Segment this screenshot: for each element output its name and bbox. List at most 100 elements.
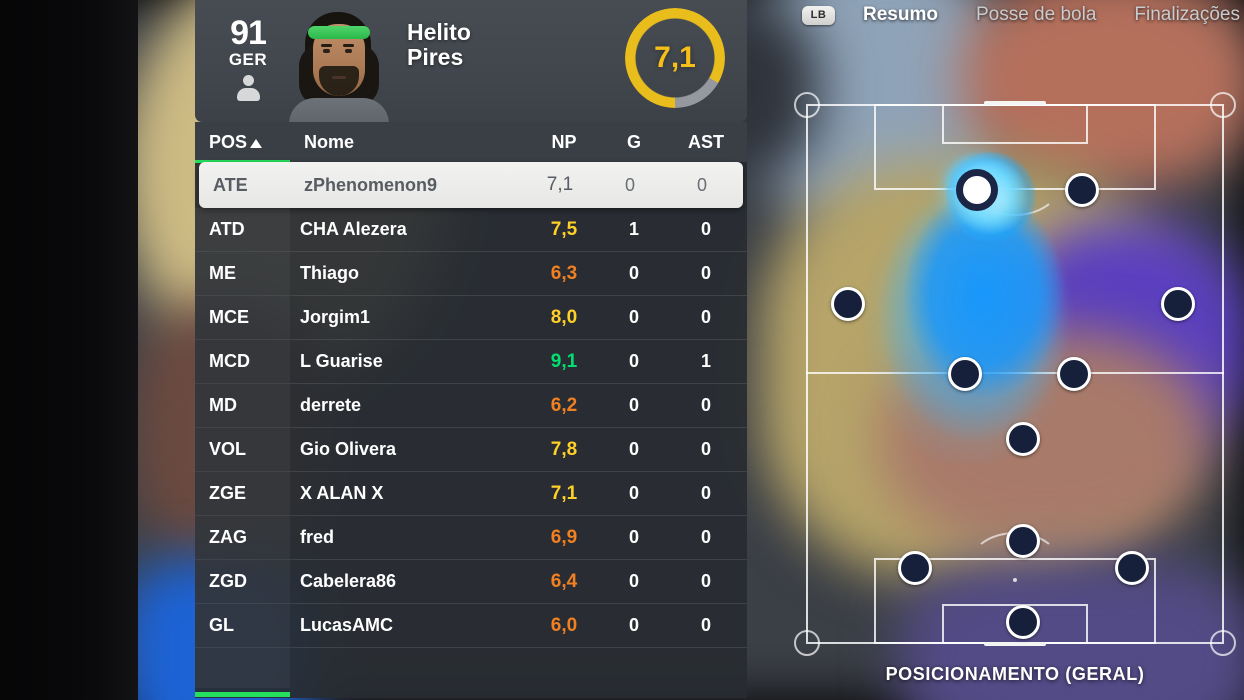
cell-name: Thiago: [300, 263, 359, 283]
cell-name: X ALAN X: [300, 483, 384, 503]
cell-pos: MD: [195, 384, 290, 427]
cell-pos: [195, 648, 290, 688]
cell-np: 7,5: [550, 218, 578, 240]
cell-np: 7,8: [550, 438, 578, 460]
cell-assists: 0: [700, 219, 711, 239]
column-header-ast[interactable]: AST: [688, 131, 724, 152]
cell-np: 6,4: [550, 570, 578, 592]
cell-goals: 0: [624, 174, 635, 195]
player-dot-vol[interactable]: [1006, 421, 1041, 456]
table-row[interactable]: ZGE X ALAN X 7,1 0 0: [195, 472, 747, 516]
player-table-body: ATE zPhenomenon9 7,1 0 0 ATD CHA Alezera 7,5 1 0 M…: [195, 162, 747, 692]
panel-accent-bar: [195, 692, 290, 697]
cell-pos: ZGD: [195, 560, 290, 603]
pitch-caption: POSICIONAMENTO (GERAL): [885, 664, 1145, 684]
cell-pos: MCD: [195, 340, 290, 383]
cell-assists: 0: [700, 307, 711, 327]
cell-np: 6,2: [550, 394, 578, 416]
table-row[interactable]: ATE zPhenomenon9 7,1 0 0: [199, 162, 743, 208]
goal-top: [984, 101, 1046, 105]
penalty-spot-bottom: [1013, 578, 1017, 582]
player-rating-gauge: 7,1: [625, 8, 725, 108]
cell-np: 6,3: [550, 262, 578, 284]
cell-name: Jorgim1: [300, 307, 371, 327]
player-avatar: [283, 6, 395, 122]
player-dot-gl[interactable]: [1006, 605, 1041, 640]
lb-bumper-button[interactable]: LB: [802, 5, 835, 25]
table-row[interactable]: MCD L Guarise 9,1 0 1: [195, 340, 747, 384]
table-row[interactable]: VOL Gio Olivera 7,8 0 0: [195, 428, 747, 472]
cell-name: derrete: [300, 395, 362, 415]
cell-assists: 0: [700, 263, 711, 283]
table-row[interactable]: MD derrete 6,2 0 0: [195, 384, 747, 428]
person-icon: [234, 75, 262, 101]
player-dot-me[interactable]: [830, 286, 865, 321]
table-row[interactable]: ZAG fred 6,9 0 0: [195, 516, 747, 560]
cell-goals: 0: [628, 263, 639, 283]
corner-arc-bottom-left: [794, 630, 820, 656]
player-card: 91 GER Helito Pires 7,1: [195, 0, 747, 122]
cell-assists: 0: [700, 571, 711, 591]
rating-ring: [625, 8, 725, 108]
cell-goals: 1: [628, 219, 639, 239]
cell-goals: 0: [628, 395, 639, 415]
cell-goals: 0: [628, 351, 639, 371]
player-dot-ate[interactable]: [956, 169, 999, 212]
corner-arc-top-right: [1210, 92, 1236, 118]
cell-assists: 0: [700, 615, 711, 635]
headband-icon: [308, 26, 370, 39]
cell-assists: 0: [700, 527, 711, 547]
table-row[interactable]: ME Thiago 6,3 0 0: [195, 252, 747, 296]
cell-goals: 0: [628, 571, 639, 591]
positioning-pitch[interactable]: [794, 92, 1236, 656]
player-dot-md[interactable]: [1161, 286, 1196, 321]
player-first-name: Helito: [407, 19, 471, 45]
cell-assists: 1: [700, 351, 711, 371]
cell-np: 7,1: [546, 174, 574, 195]
cell-assists: 0: [700, 439, 711, 459]
player-dot-zgd[interactable]: [1115, 551, 1150, 586]
player-nationality: GER: [228, 50, 268, 69]
tv-bezel: [0, 0, 138, 700]
cell-name: Gio Olivera: [300, 439, 397, 459]
player-dot-atd[interactable]: [1064, 173, 1099, 208]
cell-np: 7,1: [550, 482, 578, 504]
column-header-pos-label: POS: [209, 131, 248, 152]
player-overall-block: 91 GER: [213, 16, 283, 101]
top-tab-bar: LB Resumo Posse de bola Finalizações: [780, 0, 1244, 30]
column-header-name[interactable]: Nome: [304, 131, 355, 152]
cell-goals: 0: [628, 527, 639, 547]
goal-bottom: [984, 642, 1046, 646]
column-header-pos[interactable]: POS: [195, 132, 304, 153]
rating-value: 7,1: [654, 41, 696, 74]
cell-name: LucasAMC: [300, 615, 394, 635]
cell-np: 9,1: [550, 350, 578, 372]
tab-finalizacoes[interactable]: Finalizações: [1134, 4, 1240, 25]
column-header-g[interactable]: G: [626, 131, 641, 152]
table-row[interactable]: ZGD Cabelera86 6,4 0 0: [195, 560, 747, 604]
table-row[interactable]: GL LucasAMC 6,0 0 0: [195, 604, 747, 648]
cell-name: Cabelera86: [300, 571, 397, 591]
cell-pos: ATE: [213, 174, 248, 195]
cell-np: 6,0: [550, 614, 578, 636]
player-dot-mce[interactable]: [947, 357, 982, 391]
tab-posse-de-bola[interactable]: Posse de bola: [975, 4, 1097, 25]
table-row[interactable]: MCE Jorgim1 8,0 0 0: [195, 296, 747, 340]
cell-goals: 0: [628, 483, 639, 503]
cell-assists: 0: [696, 174, 707, 195]
cell-pos: ZGE: [195, 472, 290, 515]
tab-resumo[interactable]: Resumo: [863, 4, 938, 25]
cell-goals: 0: [628, 439, 639, 459]
table-row[interactable]: ATD CHA Alezera 7,5 1 0: [195, 208, 747, 252]
player-dot-zag[interactable]: [1006, 524, 1041, 559]
cell-pos: ZAG: [195, 516, 290, 559]
cell-np: 8,0: [550, 306, 578, 328]
column-header-np[interactable]: NP: [551, 131, 577, 152]
player-dot-mcd[interactable]: [1056, 357, 1091, 391]
player-last-name: Pires: [407, 44, 464, 70]
corner-arc-top-left: [794, 92, 820, 118]
player-dot-zge[interactable]: [897, 551, 932, 586]
cell-pos: ME: [195, 252, 290, 295]
cell-pos: MCE: [195, 296, 290, 339]
